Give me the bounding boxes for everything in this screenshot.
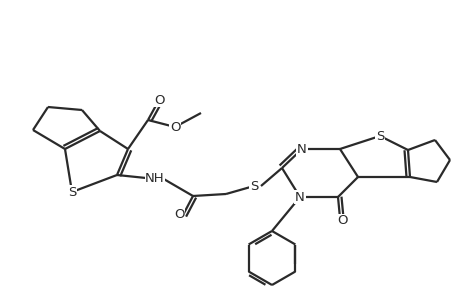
Text: S: S	[68, 186, 76, 198]
Text: O: O	[337, 215, 347, 228]
Text: O: O	[174, 208, 184, 221]
Text: O: O	[170, 121, 180, 133]
Text: N: N	[295, 191, 305, 203]
Text: S: S	[376, 129, 384, 143]
Text: O: O	[154, 93, 164, 106]
Text: NH: NH	[145, 171, 165, 185]
Text: N: N	[297, 143, 307, 156]
Text: S: S	[250, 180, 258, 193]
